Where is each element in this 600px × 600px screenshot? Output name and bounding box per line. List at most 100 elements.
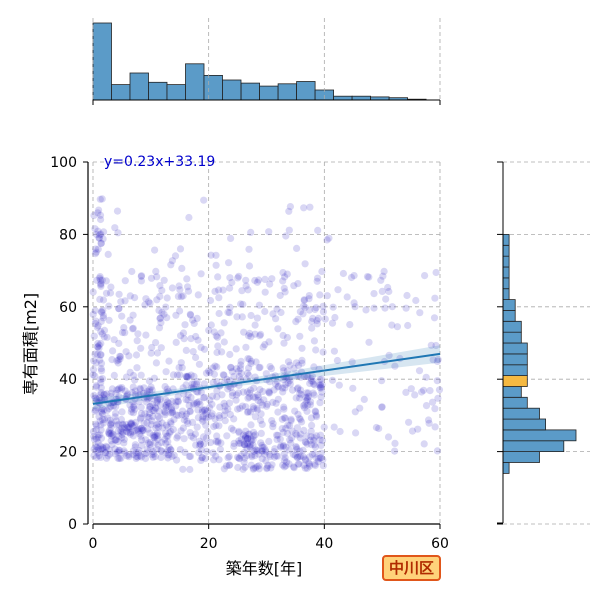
scatter-point (381, 304, 389, 312)
scatter-point (240, 440, 248, 448)
scatter-point (314, 455, 323, 463)
scatter-point (176, 245, 185, 253)
scatter-point (297, 430, 305, 438)
scatter-point (140, 426, 148, 434)
scatter-point (306, 462, 314, 470)
y-hist-bar (502, 331, 522, 344)
scatter-point (284, 358, 293, 366)
scatter-point (279, 442, 287, 450)
scatter-point (169, 385, 177, 393)
scatter-point (140, 419, 148, 427)
scatter-point (237, 357, 245, 365)
x-axis-title: 築年数[年] (226, 559, 303, 578)
scatter-point (235, 373, 243, 381)
scatter-point (93, 350, 101, 359)
scatter-point (162, 421, 170, 429)
scatter-point (187, 432, 195, 440)
scatter-point (294, 315, 302, 323)
scatter-point (301, 303, 309, 311)
scatter-point (280, 403, 288, 411)
scatter-point (169, 426, 177, 434)
scatter-point (309, 377, 317, 385)
scatter-point (120, 439, 128, 447)
scatter-point (256, 332, 264, 340)
scatter-point (165, 429, 173, 437)
scatter-point (244, 355, 252, 363)
scatter-point (255, 465, 263, 473)
scatter-point (255, 301, 263, 309)
scatter-point (300, 426, 308, 434)
scatter-point (282, 381, 290, 389)
scatter-point (128, 405, 136, 413)
scatter-point (101, 395, 109, 403)
scatter-point (183, 373, 191, 381)
scatter-point (297, 386, 305, 394)
scatter-point (130, 421, 138, 430)
scatter-point (266, 452, 274, 460)
scatter-point (287, 415, 295, 423)
scatter-point (192, 332, 200, 341)
scatter-point (226, 377, 234, 385)
scatter-point (109, 402, 118, 410)
scatter-point (294, 384, 302, 392)
scatter-point (179, 329, 188, 337)
scatter-point (152, 424, 160, 432)
scatter-point (251, 393, 259, 402)
scatter-point (162, 429, 170, 437)
scatter-point (278, 384, 287, 392)
scatter-point (99, 444, 107, 452)
scatter-point (223, 375, 231, 383)
scatter-point (156, 314, 164, 322)
scatter-point (151, 453, 159, 461)
scatter-point (280, 367, 288, 375)
scatter-point (97, 230, 105, 238)
scatter-point (187, 393, 195, 401)
scatter-point (192, 380, 201, 388)
scatter-point (92, 359, 100, 367)
scatter-point (164, 423, 172, 431)
scatter-point (103, 454, 111, 462)
scatter-point (314, 274, 322, 282)
x-marginal-histogram (92, 22, 427, 101)
scatter-point (261, 275, 269, 283)
scatter-point (246, 442, 254, 450)
scatter-point (92, 382, 100, 390)
scatter-point (303, 432, 311, 440)
scatter-point (407, 385, 415, 393)
scatter-point (126, 430, 135, 438)
scatter-point (285, 446, 294, 454)
scatter-point (111, 224, 119, 232)
scatter-point (122, 348, 130, 356)
scatter-point (133, 426, 142, 434)
scatter-point (105, 430, 114, 438)
scatter-point (129, 311, 137, 319)
scatter-point (246, 443, 254, 452)
scatter-point (266, 363, 274, 371)
scatter-point (384, 283, 392, 292)
scatter-point (186, 465, 194, 474)
scatter-point (129, 398, 137, 406)
scatter-point (416, 309, 424, 317)
scatter-point (301, 401, 309, 409)
scatter-point (256, 363, 264, 371)
scatter-point (250, 447, 258, 455)
scatter-point (137, 432, 145, 440)
scatter-point (291, 451, 299, 459)
scatter-point (177, 427, 185, 435)
scatter-point (408, 427, 417, 435)
scatter-point (299, 310, 307, 318)
scatter-point (106, 289, 115, 297)
scatter-point (317, 382, 325, 390)
scatter-point (242, 276, 250, 284)
scatter-point (411, 391, 419, 399)
scatter-point (200, 380, 208, 388)
scatter-point (241, 454, 249, 462)
scatter-point (112, 417, 120, 425)
scatter-point (365, 273, 373, 281)
scatter-point (280, 284, 288, 292)
scatter-point (247, 359, 255, 368)
scatter-point (258, 443, 267, 451)
scatter-point (172, 398, 180, 406)
scatter-point (284, 379, 292, 387)
scatter-point (320, 423, 328, 431)
